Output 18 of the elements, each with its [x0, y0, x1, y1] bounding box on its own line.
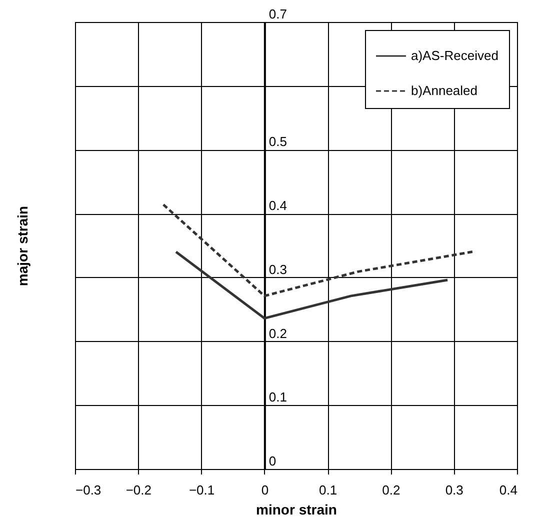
y-tick-label: 0 — [268, 454, 276, 468]
x-tick-label: −0.1 — [188, 482, 215, 498]
x-tick-label: 0.4 — [499, 482, 518, 498]
y-axis-title: major strain — [14, 206, 30, 286]
x-tick-label: −0.2 — [126, 482, 152, 498]
x-tick-label: 0.3 — [445, 482, 464, 498]
y-tick-label: 0.3 — [268, 262, 288, 277]
y-tick-label: 0.4 — [268, 198, 288, 214]
x-tick-label: 0.2 — [382, 482, 400, 498]
legend-label: b)Annealed — [411, 83, 478, 98]
y-tick-label: 0.7 — [268, 6, 288, 22]
y-tick-label: 0.1 — [268, 390, 288, 405]
x-tick-label: −0.3 — [76, 482, 102, 498]
y-tick-label: 0.2 — [268, 326, 288, 341]
x-tick-label: 0.1 — [319, 482, 338, 498]
legend-label: a)AS-Received — [411, 48, 498, 63]
y-tick-label: 0.5 — [268, 134, 288, 150]
x-axis-title: minor strain — [256, 502, 337, 518]
